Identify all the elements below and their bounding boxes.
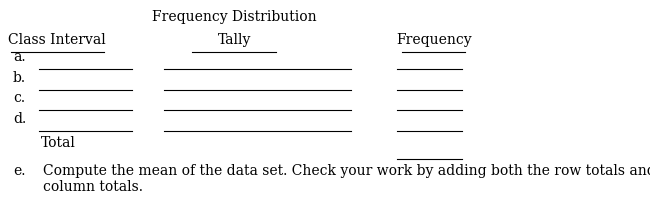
Text: b.: b.	[13, 71, 26, 85]
Text: Class Interval: Class Interval	[8, 33, 106, 46]
Text: d.: d.	[13, 112, 26, 126]
Text: Compute the mean of the data set. Check your work by adding both the row totals : Compute the mean of the data set. Check …	[44, 164, 650, 194]
Text: Frequency Distribution: Frequency Distribution	[152, 10, 317, 24]
Text: c.: c.	[13, 91, 25, 105]
Text: Tally: Tally	[218, 33, 251, 46]
Text: Total: Total	[41, 136, 76, 150]
Text: e.: e.	[13, 164, 25, 178]
Text: a.: a.	[13, 50, 25, 64]
Text: Frequency: Frequency	[396, 33, 473, 46]
